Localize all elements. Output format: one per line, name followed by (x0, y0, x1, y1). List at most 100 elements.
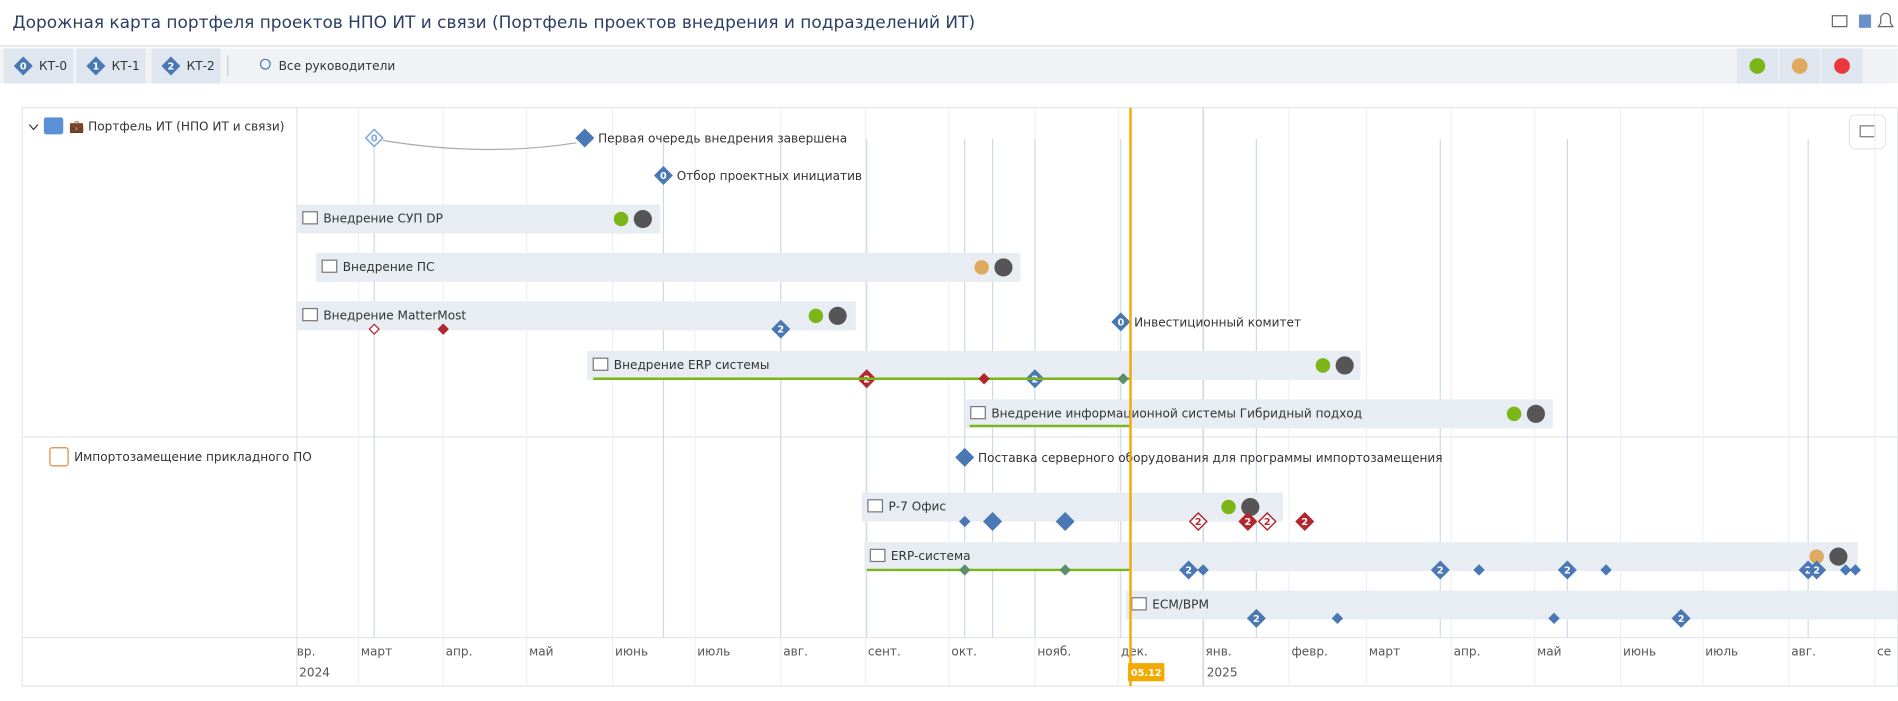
milestone-badge: 2 (1678, 614, 1685, 625)
milestone (1055, 512, 1075, 532)
milestone (1839, 564, 1852, 576)
milestone-badge: 2 (1564, 566, 1571, 577)
milestone-label: Первая очередь внедрения завершена (598, 132, 847, 146)
milestone-badge: 0 (20, 62, 27, 73)
project-label: ECM/BPM (1152, 598, 1209, 612)
expand-toggle[interactable] (28, 124, 39, 131)
project-bar[interactable] (864, 542, 1858, 572)
milestone (1188, 512, 1208, 532)
milestone-badge: 2 (1195, 517, 1202, 528)
milestone-badge: 2 (1813, 566, 1820, 577)
filter-label: КТ-2 (187, 59, 215, 73)
manager-avatar (1335, 356, 1354, 375)
milestone-badge: 2 (1185, 566, 1192, 577)
milestone (1117, 373, 1129, 385)
project-bar[interactable] (296, 301, 856, 331)
milestone-badge: 2 (168, 62, 175, 73)
milestone (1197, 564, 1209, 576)
milestone (437, 323, 449, 335)
milestone-label: Инвестиционный комитет (1134, 316, 1301, 330)
manager-avatar (994, 258, 1013, 277)
filter-label: КТ-1 (112, 59, 140, 73)
manager-avatar (1829, 547, 1848, 566)
today-marker (1128, 663, 1165, 682)
milestone (575, 128, 595, 148)
status-indicator (1809, 549, 1824, 564)
month-label: се (1877, 645, 1891, 659)
milestone-badge: 2 (777, 325, 784, 336)
milestone (955, 447, 975, 467)
milestone (1246, 608, 1266, 628)
milestone (1238, 512, 1258, 532)
month-label: июль (1705, 645, 1738, 659)
month-label: авг. (783, 645, 808, 659)
month-label: июль (697, 645, 730, 659)
milestone (1548, 612, 1560, 625)
milestone (1059, 564, 1071, 576)
milestone (1473, 564, 1485, 576)
project-bar[interactable] (1125, 590, 1898, 620)
project-label: Р-7 Офис (888, 500, 946, 514)
milestone-badge: 2 (1805, 566, 1812, 577)
status-dot (1834, 58, 1850, 74)
status-indicator (1315, 358, 1331, 373)
milestone (771, 319, 791, 339)
status-indicator (613, 211, 629, 227)
milestone-badge: 2 (1253, 614, 1260, 625)
milestone (1557, 560, 1577, 580)
manager-avatar (1241, 497, 1260, 517)
group-icon (43, 117, 64, 135)
project-icon (970, 405, 986, 420)
month-label: май (529, 645, 553, 659)
project-label: Внедрение ERP системы (614, 358, 770, 372)
milestone (1671, 608, 1691, 628)
print-button[interactable] (1848, 114, 1887, 150)
month-label: март (1369, 645, 1400, 659)
project-bar[interactable] (587, 350, 1361, 380)
group-icon (49, 447, 69, 467)
milestone (86, 56, 106, 76)
project-label: Внедрение информационной системы Гибридн… (991, 406, 1362, 420)
milestone-badge: 0 (660, 171, 667, 182)
milestone (368, 323, 380, 335)
month-label: окт. (951, 645, 977, 659)
milestone (1849, 564, 1862, 576)
page-title: Дорожная карта портфеля проектов НПО ИТ … (12, 12, 975, 32)
project-bar[interactable] (964, 399, 1553, 429)
status-dot (1791, 58, 1808, 74)
managers-filter[interactable]: Все руководители (279, 59, 396, 73)
month-label: вр. (297, 645, 316, 659)
milestone-badge: 1 (93, 62, 100, 73)
project-icon (302, 211, 318, 225)
project-label: Внедрение MatterMost (323, 308, 466, 322)
today-label: 05.12 (1131, 668, 1162, 679)
project-icon (321, 259, 338, 273)
group-label: Импортозамещение прикладного ПО (74, 450, 312, 464)
milestone (364, 128, 384, 148)
milestone (13, 56, 33, 76)
month-label: июнь (615, 645, 648, 659)
milestone (983, 512, 1003, 532)
milestone (1179, 560, 1199, 580)
milestone (1257, 512, 1277, 532)
project-bar[interactable] (861, 492, 1283, 522)
dependency-arrow (382, 139, 577, 151)
project-label: Внедрение ПС (343, 260, 435, 274)
month-label: февр. (1291, 645, 1327, 659)
milestone (959, 564, 971, 576)
month-label: сент. (868, 645, 901, 659)
milestone (959, 515, 971, 528)
header-icons[interactable] (1831, 12, 1894, 28)
project-icon (869, 548, 886, 563)
group-label: 💼 Портфель ИТ (НПО ИТ и связи) (69, 120, 284, 134)
month-label: апр. (1454, 645, 1481, 659)
project-bar[interactable] (296, 204, 660, 234)
project-icon (302, 307, 318, 322)
month-label: июнь (1623, 645, 1656, 659)
milestone-badge: 2 (1437, 566, 1444, 577)
toolbar (0, 48, 1898, 84)
milestone (653, 165, 673, 185)
project-bar[interactable] (316, 252, 1021, 282)
month-label: авг. (1791, 645, 1816, 659)
